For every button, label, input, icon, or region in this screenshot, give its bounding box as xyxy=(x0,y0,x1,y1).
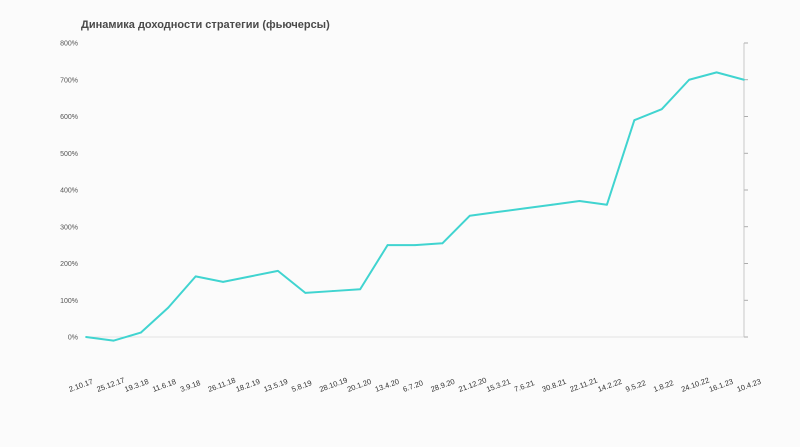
y-tick-label: 700% xyxy=(60,77,78,84)
x-tick-label: 6.7.20 xyxy=(402,378,425,394)
series-point xyxy=(194,275,197,278)
x-tick-label: 7.6.21 xyxy=(513,378,536,394)
series-point xyxy=(688,78,691,81)
series-point xyxy=(523,207,526,210)
x-tick-label: 3.9.18 xyxy=(179,378,202,394)
series-point xyxy=(468,214,471,217)
series-point xyxy=(277,269,279,272)
x-tick-label: 10.4.23 xyxy=(736,377,763,394)
x-tick-label: 2.10.17 xyxy=(68,377,95,394)
series-point xyxy=(551,203,553,206)
y-tick-label: 800% xyxy=(60,41,78,48)
chart-title: Динамика доходности стратегии (фьючерсы) xyxy=(81,19,330,31)
x-tick-label: 16.1.23 xyxy=(708,377,735,394)
x-tick-label: 14.2.22 xyxy=(596,377,623,394)
y-tick-label: 400% xyxy=(60,188,78,195)
x-tick-label: 24.10.22 xyxy=(680,375,711,393)
series-point xyxy=(112,339,115,342)
x-tick-label: 26.11.18 xyxy=(207,376,237,394)
x-tick-label: 22.11.21 xyxy=(569,376,599,394)
y-tick-label: 600% xyxy=(60,114,78,121)
series-point xyxy=(633,119,636,122)
x-tick-label: 30.8.21 xyxy=(541,377,568,394)
y-tick-label: 0% xyxy=(68,335,78,342)
series-line xyxy=(85,71,745,342)
x-tick-label: 28.10.19 xyxy=(318,375,349,393)
series-point xyxy=(139,331,142,334)
x-tick-label: 9.5.22 xyxy=(624,378,647,394)
y-tick-label: 100% xyxy=(60,298,78,305)
x-tick-label: 11.6.18 xyxy=(151,377,177,394)
series-point xyxy=(441,242,444,245)
x-tick-label: 18.2.19 xyxy=(235,377,262,394)
series-point xyxy=(715,71,718,74)
x-tick-label: 20.1.20 xyxy=(346,377,373,394)
y-tick-label: 300% xyxy=(60,224,78,231)
series-point xyxy=(606,203,608,206)
y-tick-label: 500% xyxy=(60,151,78,158)
y-tick-label: 200% xyxy=(60,261,78,268)
series-point xyxy=(414,244,416,247)
series-point xyxy=(743,78,745,81)
x-tick-label: 25.12.17 xyxy=(95,375,126,393)
series-point xyxy=(222,280,224,283)
series-point xyxy=(496,211,499,213)
x-tick-label: 13.4.20 xyxy=(374,377,401,394)
series-point xyxy=(359,288,362,291)
x-tick-label: 19.3.18 xyxy=(123,377,150,394)
series-point xyxy=(249,275,252,278)
x-tick-label: 5.8.19 xyxy=(290,378,313,394)
x-tick-label: 15.3.21 xyxy=(485,377,512,394)
series-point xyxy=(578,200,581,202)
x-tick-label: 28.9.20 xyxy=(429,377,456,394)
series-point xyxy=(85,336,87,338)
x-tick-label: 1.8.22 xyxy=(652,378,675,394)
x-tick-label: 21.12.20 xyxy=(457,375,488,393)
series-point xyxy=(331,290,334,292)
x-tick-label: 13.5.19 xyxy=(262,377,289,394)
series-point xyxy=(660,108,663,111)
series-point xyxy=(386,244,389,247)
series-point xyxy=(167,306,170,309)
series-point xyxy=(304,292,307,294)
